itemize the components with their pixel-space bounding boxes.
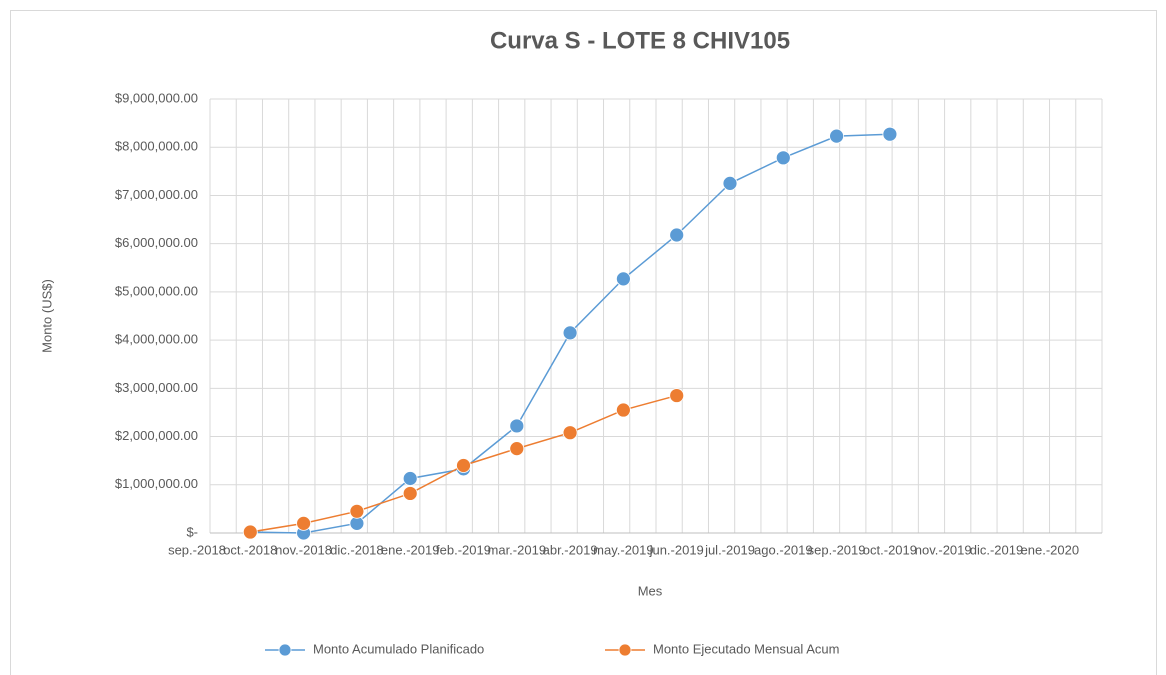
legend-marker bbox=[278, 643, 292, 657]
x-tick-label: sep.-2018 bbox=[168, 542, 226, 557]
x-tick-label: nov.-2018 bbox=[275, 542, 332, 557]
y-tick-label: $7,000,000.00 bbox=[115, 187, 198, 202]
point bbox=[509, 441, 525, 457]
legend-marker bbox=[618, 643, 632, 657]
chart-border bbox=[10, 10, 1157, 675]
point bbox=[562, 325, 578, 341]
point bbox=[402, 486, 418, 501]
legend-label: Monto Ejecutado Mensual Acum bbox=[653, 641, 839, 656]
point bbox=[669, 388, 685, 403]
x-tick-label: dic.-2018 bbox=[330, 542, 383, 557]
x-tick-label: may.-2019 bbox=[593, 542, 653, 557]
point bbox=[402, 471, 418, 486]
point bbox=[882, 126, 898, 142]
x-tick-label: mar.-2019 bbox=[488, 542, 547, 557]
point bbox=[775, 150, 791, 166]
x-tick-label: abr.-2019 bbox=[543, 542, 598, 557]
x-tick-label: jul.-2019 bbox=[704, 542, 755, 557]
x-tick-label: ago.-2019 bbox=[754, 542, 813, 557]
x-axis-label: Mes bbox=[638, 583, 663, 598]
x-tick-label: jun.-2019 bbox=[649, 542, 704, 557]
y-tick-label: $6,000,000.00 bbox=[115, 235, 198, 250]
point bbox=[242, 524, 258, 540]
x-tick-label: dic.-2019 bbox=[970, 542, 1023, 557]
x-tick-label: feb.-2019 bbox=[436, 542, 491, 557]
point bbox=[509, 418, 525, 434]
y-tick-label: $1,000,000.00 bbox=[115, 476, 198, 491]
point bbox=[616, 402, 631, 418]
point bbox=[456, 458, 471, 473]
y-tick-label: $5,000,000.00 bbox=[115, 283, 198, 298]
point bbox=[296, 515, 312, 531]
x-tick-label: ene.-2019 bbox=[381, 542, 440, 557]
y-tick-label: $- bbox=[186, 524, 198, 539]
point bbox=[562, 425, 578, 441]
x-tick-label: oct.-2018 bbox=[223, 542, 277, 557]
y-tick-label: $8,000,000.00 bbox=[115, 139, 198, 154]
point bbox=[616, 271, 631, 287]
legend-label: Monto Acumulado Planificado bbox=[313, 641, 484, 656]
y-tick-label: $3,000,000.00 bbox=[115, 380, 198, 395]
x-tick-label: ene.-2020 bbox=[1021, 542, 1080, 557]
y-tick-label: $2,000,000.00 bbox=[115, 428, 198, 443]
x-tick-label: oct.-2019 bbox=[863, 542, 917, 557]
y-tick-label: $4,000,000.00 bbox=[115, 332, 198, 347]
point bbox=[349, 503, 365, 519]
y-axis-label: Monto (US$) bbox=[39, 279, 54, 353]
point bbox=[722, 175, 738, 191]
x-tick-label: sep.-2019 bbox=[808, 542, 866, 557]
y-tick-label: $9,000,000.00 bbox=[115, 90, 198, 105]
point bbox=[829, 128, 844, 144]
chart-title: Curva S - LOTE 8 CHIV105 bbox=[490, 27, 790, 54]
x-tick-label: nov.-2019 bbox=[915, 542, 972, 557]
point bbox=[669, 227, 685, 243]
